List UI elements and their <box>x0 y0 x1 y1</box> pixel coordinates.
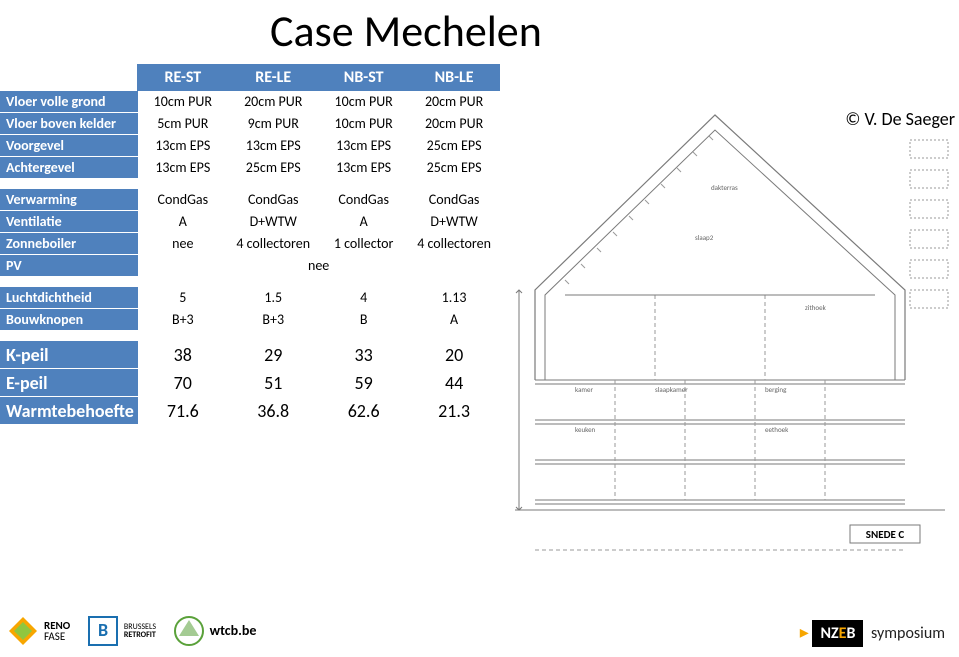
logo-nzeb: ▸ NZEB symposium <box>800 620 945 647</box>
column-header: NB-ST <box>319 65 409 91</box>
table-cell: 29 <box>228 341 319 369</box>
row-header: Verwarming <box>0 189 138 211</box>
table-cell: 13cm EPS <box>138 135 228 157</box>
table-cell: 9cm PUR <box>228 113 319 135</box>
table-cell: 10cm PUR <box>138 91 228 113</box>
table-cell: 36.8 <box>228 397 319 425</box>
page-title: Case Mechelen <box>270 4 542 58</box>
table-cell: A <box>409 309 500 331</box>
table-cell: CondGas <box>319 189 409 211</box>
row-header: Voorgevel <box>0 135 138 157</box>
table-cell: 13cm EPS <box>138 157 228 179</box>
row-header: Ventilatie <box>0 211 138 233</box>
table-cell: CondGas <box>409 189 500 211</box>
table-cell: 62.6 <box>319 397 409 425</box>
table-cell: 5cm PUR <box>138 113 228 135</box>
logo-brussels-retrofit: B BRUSSELSRETROFIT <box>86 613 156 649</box>
table-cell: nee <box>138 255 500 277</box>
section-drawing: kamer slaapkamer berging keuken eethoek slaap… <box>505 80 955 580</box>
svg-text:slaapkamer: slaapkamer <box>655 385 688 394</box>
table-cell: 1.5 <box>228 287 319 309</box>
table-cell: 13cm EPS <box>319 135 409 157</box>
table-cell: 21.3 <box>409 397 500 425</box>
table-cell: 70 <box>138 369 228 397</box>
column-header: RE-LE <box>228 65 319 91</box>
row-header: Zonneboiler <box>0 233 138 255</box>
table-cell: 33 <box>319 341 409 369</box>
table-cell: CondGas <box>228 189 319 211</box>
table-cell: 5 <box>138 287 228 309</box>
svg-text:dakterras: dakterras <box>711 183 738 192</box>
svg-text:B: B <box>98 619 108 641</box>
table-cell: B+3 <box>138 309 228 331</box>
table-cell: 4 collectoren <box>409 233 500 255</box>
row-header: Achtergevel <box>0 157 138 179</box>
column-header: NB-LE <box>409 65 500 91</box>
row-header: PV <box>0 255 138 277</box>
table-cell: 44 <box>409 369 500 397</box>
row-header: Luchtdichtheid <box>0 287 138 309</box>
table-cell: 13cm EPS <box>228 135 319 157</box>
table-cell: 71.6 <box>138 397 228 425</box>
table-cell: A <box>319 211 409 233</box>
table-cell: 25cm EPS <box>409 135 500 157</box>
table-cell: B+3 <box>228 309 319 331</box>
svg-text:eethoek: eethoek <box>765 425 789 434</box>
table-cell: 38 <box>138 341 228 369</box>
row-header: Warmtebehoefte <box>0 397 138 425</box>
svg-text:zithoek: zithoek <box>805 303 827 312</box>
logo-renofase: RENOFASE <box>6 613 70 649</box>
table-cell: D+WTW <box>409 211 500 233</box>
table-cell: nee <box>138 233 228 255</box>
table-cell: 20cm PUR <box>409 91 500 113</box>
logo-wtcb: wtcb.be <box>172 613 257 649</box>
table-cell: 4 <box>319 287 409 309</box>
data-table: RE-STRE-LENB-STNB-LE Vloer volle grond10… <box>0 64 500 425</box>
row-header: Bouwknopen <box>0 309 138 331</box>
svg-text:kamer: kamer <box>575 385 593 394</box>
svg-text:slaap2: slaap2 <box>695 233 714 242</box>
table-cell: 10cm PUR <box>319 91 409 113</box>
table-cell: 1.13 <box>409 287 500 309</box>
data-table-wrap: RE-STRE-LENB-STNB-LE Vloer volle grond10… <box>0 64 500 425</box>
row-header: E-peil <box>0 369 138 397</box>
row-header: K-peil <box>0 341 138 369</box>
table-cell: 4 collectoren <box>228 233 319 255</box>
table-cell: B <box>319 309 409 331</box>
table-cell: 20cm PUR <box>409 113 500 135</box>
column-header: RE-ST <box>138 65 228 91</box>
row-header: Vloer boven kelder <box>0 113 138 135</box>
table-cell: 20cm PUR <box>228 91 319 113</box>
table-cell: 13cm EPS <box>319 157 409 179</box>
svg-text:keuken: keuken <box>575 425 596 434</box>
table-cell: 1 collector <box>319 233 409 255</box>
row-header: Vloer volle grond <box>0 91 138 113</box>
table-cell: CondGas <box>138 189 228 211</box>
table-cell: A <box>138 211 228 233</box>
table-cell: 25cm EPS <box>409 157 500 179</box>
table-cell: 59 <box>319 369 409 397</box>
svg-text:SNEDE C: SNEDE C <box>866 528 905 541</box>
table-cell: 10cm PUR <box>319 113 409 135</box>
table-cell: 20 <box>409 341 500 369</box>
table-cell: 25cm EPS <box>228 157 319 179</box>
table-cell: D+WTW <box>228 211 319 233</box>
table-cell: 51 <box>228 369 319 397</box>
footer: RENOFASE B BRUSSELSRETROFIT wtcb.be ▸ NZ… <box>0 605 959 657</box>
svg-text:berging: berging <box>765 385 787 394</box>
